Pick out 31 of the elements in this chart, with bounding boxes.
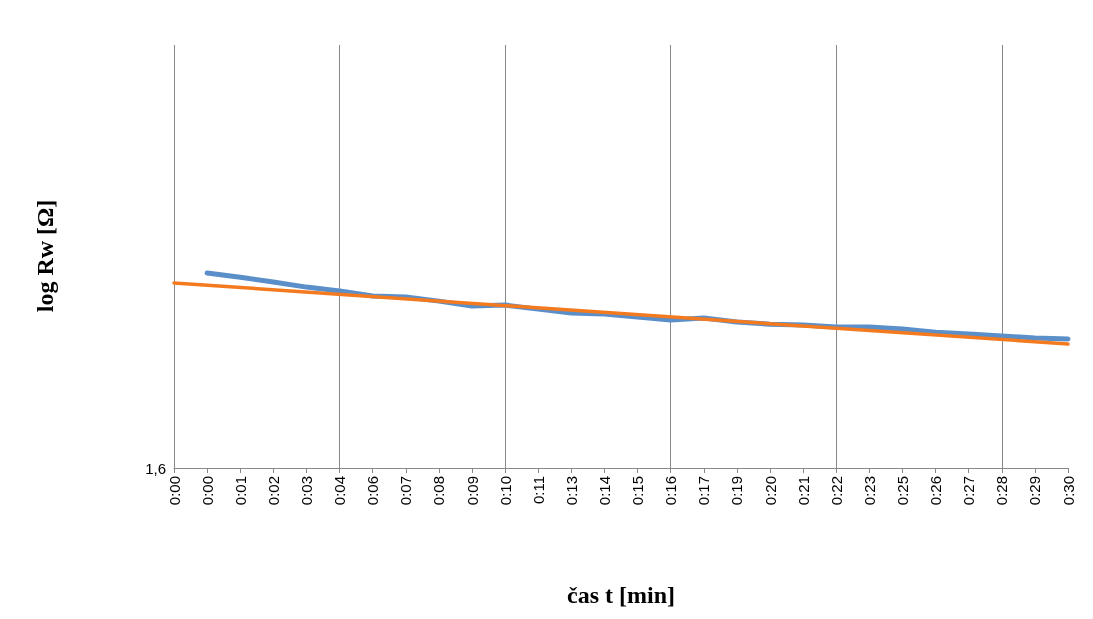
x-tick-label: 0:01 (231, 476, 249, 506)
x-tick-label: 0:04 (331, 476, 349, 506)
x-tick-label: 0:15 (629, 476, 647, 506)
x-tick-label: 0:13 (562, 476, 580, 506)
x-tick-label: 0:10 (496, 476, 514, 506)
x-tick-label: 0:00 (198, 476, 216, 506)
x-tick-label: 0:09 (463, 476, 481, 506)
x-tick-label: 0:07 (397, 476, 415, 506)
x-tick-label: 0:22 (827, 476, 845, 506)
x-tick-label: 0:14 (595, 476, 613, 506)
x-tick-label: 0:29 (1026, 476, 1044, 506)
x-tick-label: 0:17 (695, 476, 713, 506)
x-tick-label: 0:19 (728, 476, 746, 506)
x-tick-label: 0:21 (794, 476, 812, 506)
x-tick-label: 0:02 (264, 476, 282, 506)
x-tick-label: 0:20 (761, 476, 779, 506)
x-tick-label: 0:27 (960, 476, 978, 506)
y-axis-title: log Rw [Ω] (32, 199, 58, 313)
text: 1,6 (145, 459, 166, 477)
x-tick-label: 0:06 (364, 476, 382, 506)
x-tick-label: 0:11 (529, 476, 547, 505)
x-tick-label: 0:16 (662, 476, 680, 506)
x-tick-label: 0:23 (860, 476, 878, 506)
x-axis-title: čas t [min] (567, 582, 675, 608)
x-tick-label: 0:03 (297, 476, 315, 506)
x-tick-label: 0:26 (927, 476, 945, 506)
x-tick-label: 0:28 (993, 476, 1011, 506)
x-tick-label: 0:25 (893, 476, 911, 506)
x-tick-label: 0:30 (1059, 476, 1077, 506)
x-tick-label: 0:00 (165, 476, 183, 506)
x-tick-label: 0:08 (430, 476, 448, 506)
